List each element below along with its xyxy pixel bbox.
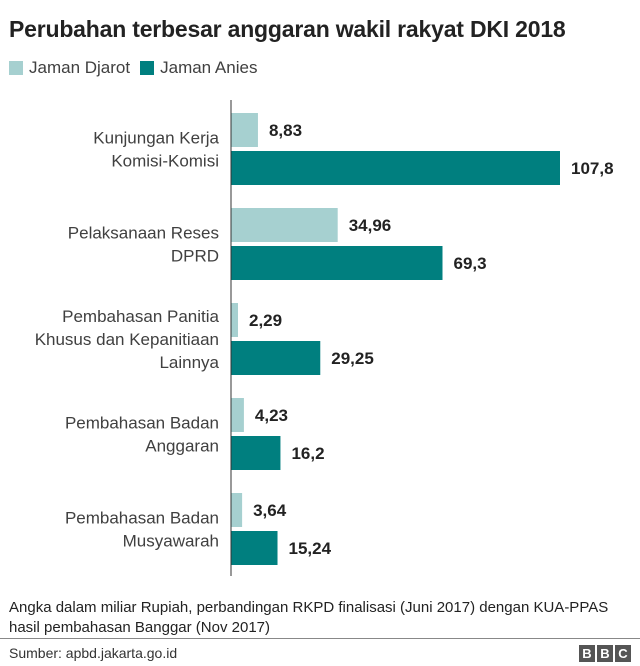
bbc-logo: B B C [579,645,631,662]
legend: Jaman Djarot Jaman Anies [9,58,267,78]
data-label: 15,24 [289,539,332,558]
bar-anies [231,436,281,470]
data-label: 34,96 [349,216,392,235]
logo-letter: B [597,645,613,662]
source-text: Sumber: apbd.jakarta.go.id [9,645,178,661]
data-label: 107,8 [571,159,614,178]
bar-anies [231,246,443,280]
category-label: Musyawarah [123,532,219,551]
data-label: 3,64 [253,501,287,520]
bar-djarot [231,398,244,432]
data-label: 29,25 [331,349,374,368]
logo-letter: B [579,645,595,662]
chart-title: Perubahan terbesar anggaran wakil rakyat… [9,16,566,42]
category-label: Anggaran [145,437,219,456]
category-label: DPRD [171,247,219,266]
legend-swatch [9,61,23,75]
bar-djarot [231,113,258,147]
category-label: Pembahasan Badan [65,509,219,528]
bar-djarot [231,303,238,337]
category-label: Kunjungan Kerja [93,129,219,148]
legend-item-anies: Jaman Anies [140,58,257,78]
bar-anies [231,531,278,565]
data-label: 4,23 [255,406,288,425]
category-label: Komisi-Komisi [111,152,219,171]
bar-anies [231,151,560,185]
logo-letter: C [615,645,631,662]
category-label: Pembahasan Panitia [62,307,219,326]
bar-djarot [231,493,243,527]
data-label: 16,2 [291,444,324,463]
category-label: Pembahasan Badan [65,414,219,433]
chart-note: Angka dalam miliar Rupiah, perbandingan … [9,599,609,636]
category-label: Khusus dan Kepanitiaan [35,330,219,349]
data-label: 8,83 [269,121,302,140]
legend-label: Jaman Anies [160,58,258,77]
footer-divider [0,638,640,639]
legend-swatch [140,61,155,75]
legend-item-djarot: Jaman Djarot [9,58,130,78]
category-label: Lainnya [159,353,219,372]
bar-chart: 8,83 107,8 Kunjungan Kerja Komisi-Komisi 34,… [35,100,614,576]
bar-anies [231,341,321,375]
data-label: 2,29 [249,311,282,330]
legend-label: Jaman Djarot [29,58,131,77]
data-label: 69,3 [454,254,487,273]
category-label: Pelaksanaan Reses [68,224,219,243]
bar-djarot [231,208,338,242]
